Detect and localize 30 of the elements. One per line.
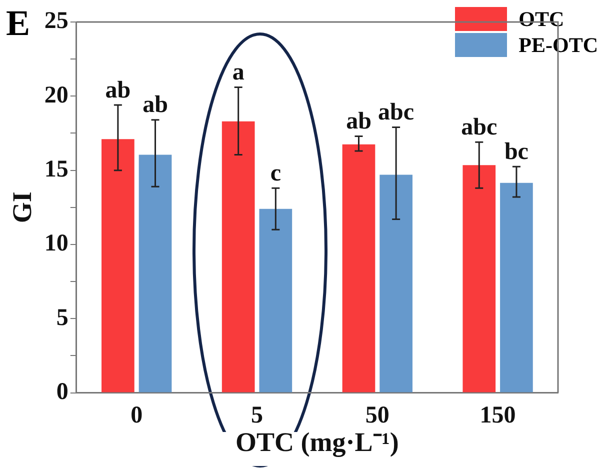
bar — [462, 165, 496, 392]
y-tick-label: 20 — [44, 82, 68, 108]
y-tick-label: 25 — [44, 8, 68, 34]
y-tick-label: 10 — [44, 230, 68, 257]
y-axis-title: GI — [7, 192, 38, 224]
bar — [138, 154, 172, 392]
bar — [222, 121, 255, 392]
x-tick-label: 0 — [130, 402, 143, 428]
data-label: c — [270, 160, 282, 186]
y-tick-label: 15 — [44, 156, 68, 183]
data-label: ab — [346, 108, 372, 134]
bar — [259, 208, 292, 392]
x-axis-title: OTC (mg·L⁻¹) — [236, 426, 399, 457]
x-tick-label: 150 — [480, 402, 516, 428]
x-tick-label: 50 — [365, 402, 390, 428]
bar — [500, 182, 533, 392]
bar — [380, 174, 412, 392]
bar — [102, 139, 134, 392]
data-label: a — [232, 59, 244, 86]
data-label: abc — [461, 114, 498, 140]
data-label: ab — [142, 92, 168, 118]
bar — [342, 144, 376, 392]
x-tick-label: 5 — [251, 402, 263, 428]
data-label: bc — [504, 138, 529, 165]
legend-label: PE-OTC — [518, 32, 598, 58]
y-tick-label: 0 — [56, 379, 68, 406]
data-label: abc — [378, 100, 414, 126]
y-tick-label: 5 — [56, 304, 68, 331]
data-label: ab — [105, 77, 131, 104]
text: E — [6, 2, 30, 44]
